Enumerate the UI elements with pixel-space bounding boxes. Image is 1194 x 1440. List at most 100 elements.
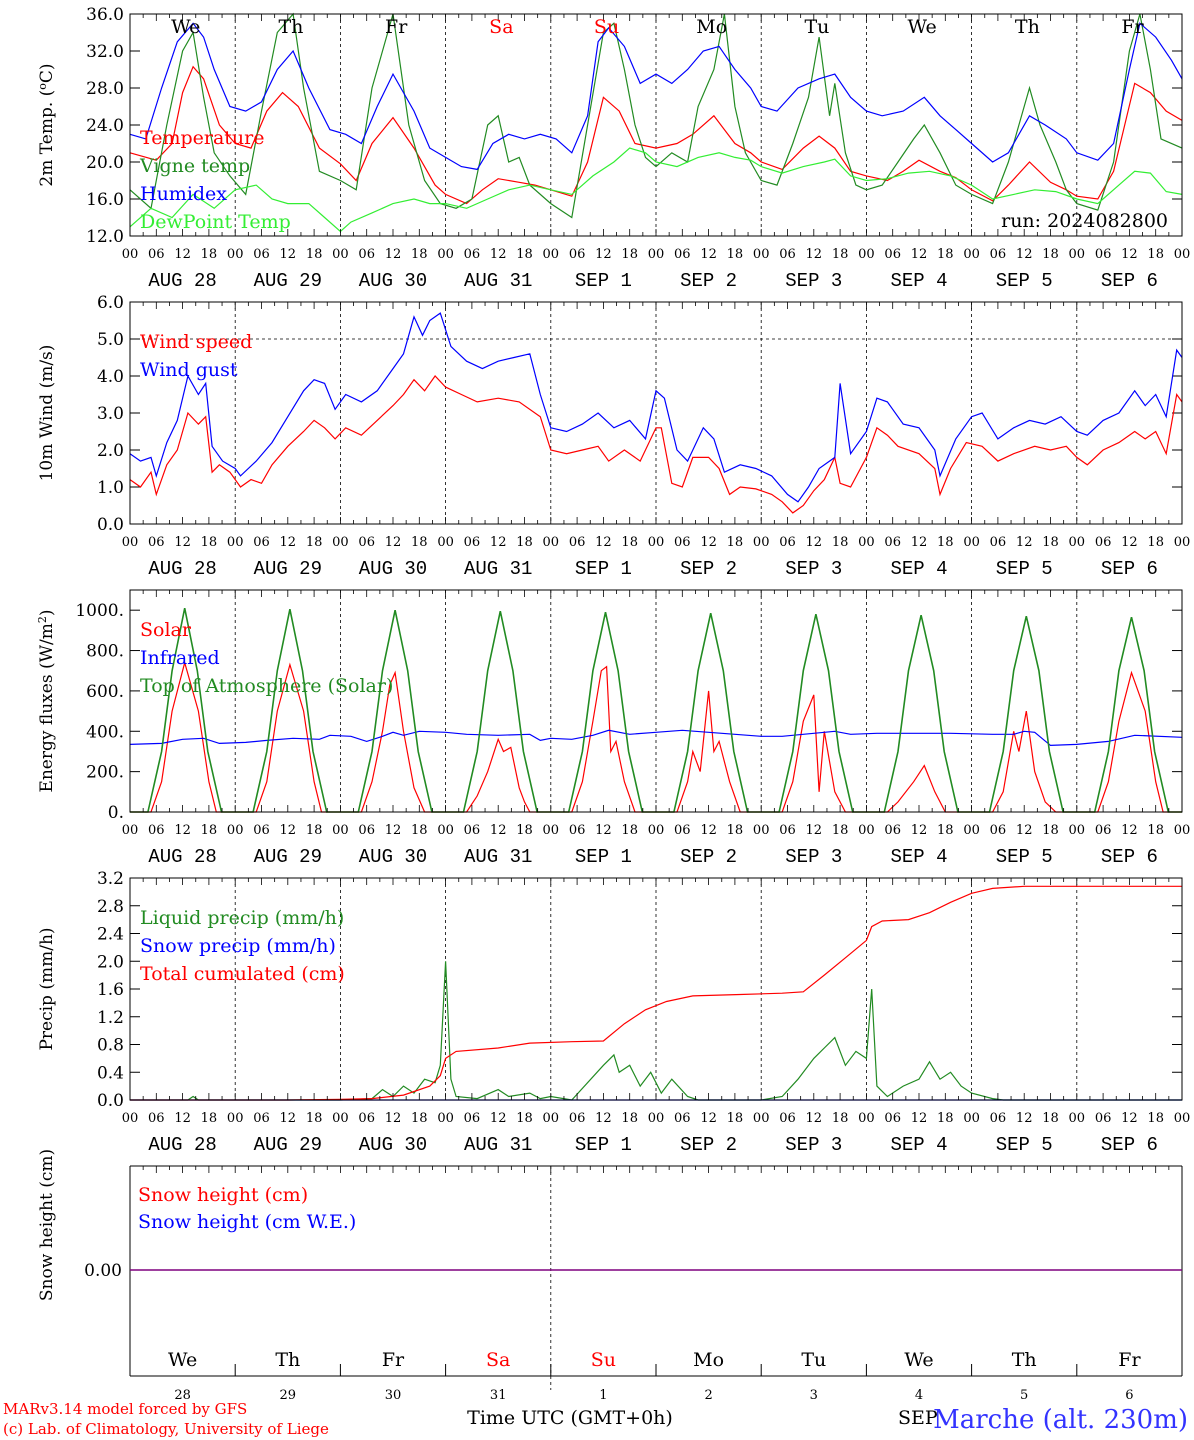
hour-tick-label: 00 <box>963 247 980 262</box>
hour-tick-label: 00 <box>122 247 139 262</box>
hour-tick-label: 00 <box>543 247 560 262</box>
weekday-label: We <box>908 16 937 38</box>
date-label: SEP 3 <box>785 558 842 580</box>
hour-tick-label: 18 <box>1147 1111 1164 1126</box>
day-number-label: 29 <box>280 1388 297 1403</box>
date-label: SEP 2 <box>680 270 737 292</box>
hour-tick-label: 06 <box>674 823 691 838</box>
date-label: AUG 28 <box>148 1134 216 1156</box>
hour-tick-label: 12 <box>595 535 612 550</box>
hour-tick-label: 06 <box>884 1111 901 1126</box>
legend-entry: Liquid precip (mm/h) <box>140 907 344 929</box>
hour-tick-label: 18 <box>937 823 954 838</box>
series-line-temperature <box>129 65 1183 205</box>
hour-tick-label: 12 <box>595 1111 612 1126</box>
day-number-label: 31 <box>490 1388 507 1403</box>
legend-entry: Top of Atmosphere (Solar) <box>140 675 393 697</box>
hour-tick-label: 18 <box>516 535 533 550</box>
date-label: SEP 5 <box>996 270 1053 292</box>
hour-tick-label: 12 <box>1016 1111 1033 1126</box>
day-number-label: 3 <box>810 1388 818 1403</box>
credit-line-2: (c) Lab. of Climatology, University of L… <box>3 1420 329 1438</box>
hour-tick-label: 06 <box>674 247 691 262</box>
weekday-label: Sa <box>486 1349 510 1371</box>
hour-tick-label: 18 <box>832 535 849 550</box>
hour-tick-label: 00 <box>437 1111 454 1126</box>
hour-tick-label: 06 <box>569 247 586 262</box>
hour-tick-label: 12 <box>1121 535 1138 550</box>
hour-tick-label: 00 <box>122 535 139 550</box>
date-label: SEP 3 <box>785 846 842 868</box>
date-label: AUG 30 <box>359 1134 427 1156</box>
hour-tick-label: 18 <box>201 1111 218 1126</box>
hour-tick-label: 18 <box>306 535 323 550</box>
hour-tick-label: 00 <box>1069 1111 1086 1126</box>
hour-tick-label: 12 <box>911 1111 928 1126</box>
y-tick-label: 1.6 <box>97 980 124 1000</box>
y-tick-label: 32.0 <box>86 42 124 62</box>
overlap-date-text: SEP <box>898 1407 938 1429</box>
weekday-label: We <box>171 16 200 38</box>
hour-tick-label: 12 <box>911 247 928 262</box>
day-number-label: 2 <box>704 1388 712 1403</box>
hour-tick-label: 00 <box>1069 247 1086 262</box>
hour-tick-label: 00 <box>227 535 244 550</box>
series-line-humidex <box>129 22 1183 171</box>
hour-tick-label: 18 <box>1042 1111 1059 1126</box>
hour-tick-label: 06 <box>990 535 1007 550</box>
hour-tick-label: 18 <box>1042 247 1059 262</box>
date-label: AUG 28 <box>148 558 216 580</box>
hour-tick-label: 00 <box>227 823 244 838</box>
hour-tick-label: 18 <box>1042 535 1059 550</box>
hour-tick-label: 06 <box>674 1111 691 1126</box>
hour-tick-label: 06 <box>253 1111 270 1126</box>
hour-tick-label: 12 <box>174 1111 191 1126</box>
hour-tick-label: 12 <box>280 823 297 838</box>
hour-tick-label: 00 <box>858 823 875 838</box>
date-label: SEP 4 <box>890 558 947 580</box>
hour-tick-label: 18 <box>516 247 533 262</box>
date-label: SEP 3 <box>785 1134 842 1156</box>
hour-tick-label: 00 <box>437 247 454 262</box>
hour-tick-label: 00 <box>332 1111 349 1126</box>
date-label: AUG 31 <box>464 1134 532 1156</box>
date-label: SEP 4 <box>890 1134 947 1156</box>
legend-entry: Snow height (cm W.E.) <box>138 1211 356 1233</box>
day-number-label: 5 <box>1020 1388 1028 1403</box>
hour-tick-label: 06 <box>779 535 796 550</box>
hour-tick-label: 00 <box>122 1111 139 1126</box>
hour-tick-label: 00 <box>437 823 454 838</box>
hour-tick-label: 18 <box>1147 823 1164 838</box>
weekday-label: Fr <box>382 1349 405 1371</box>
hour-tick-label: 06 <box>674 535 691 550</box>
y-axis-label: Energy fluxes (W/m2) <box>36 609 58 792</box>
legend-entry: Wind gust <box>140 359 238 381</box>
footer: MARv3.14 model forced by GFS (c) Lab. of … <box>3 1400 1188 1438</box>
hour-tick-label: 12 <box>700 247 717 262</box>
legend-entry: Infrared <box>140 647 220 669</box>
hour-tick-label: 00 <box>227 247 244 262</box>
weekday-label: Fr <box>1121 16 1144 38</box>
hour-tick-label: 00 <box>437 535 454 550</box>
hour-tick-label: 18 <box>1042 823 1059 838</box>
y-tick-label: 24.0 <box>86 116 124 136</box>
hour-tick-label: 12 <box>700 1111 717 1126</box>
hour-tick-label: 06 <box>253 247 270 262</box>
hour-tick-label: 00 <box>963 823 980 838</box>
hour-tick-label: 18 <box>306 823 323 838</box>
weekday-label: Mo <box>696 16 727 38</box>
date-label: SEP 1 <box>575 1134 632 1156</box>
hour-tick-label: 12 <box>911 823 928 838</box>
day-number-label: 28 <box>174 1388 191 1403</box>
hour-tick-label: 12 <box>490 535 507 550</box>
legend-entry: Humidex <box>140 183 227 205</box>
hour-tick-label: 06 <box>148 247 165 262</box>
hour-tick-label: 12 <box>490 1111 507 1126</box>
legend-entry: Snow height (cm) <box>138 1184 308 1206</box>
hour-tick-label: 06 <box>148 823 165 838</box>
hour-tick-label: 06 <box>464 823 481 838</box>
series-line-solar <box>130 660 1182 813</box>
hour-tick-label: 00 <box>543 1111 560 1126</box>
y-tick-label: 4.0 <box>97 367 124 387</box>
y-tick-label: 0.00 <box>84 1261 122 1281</box>
